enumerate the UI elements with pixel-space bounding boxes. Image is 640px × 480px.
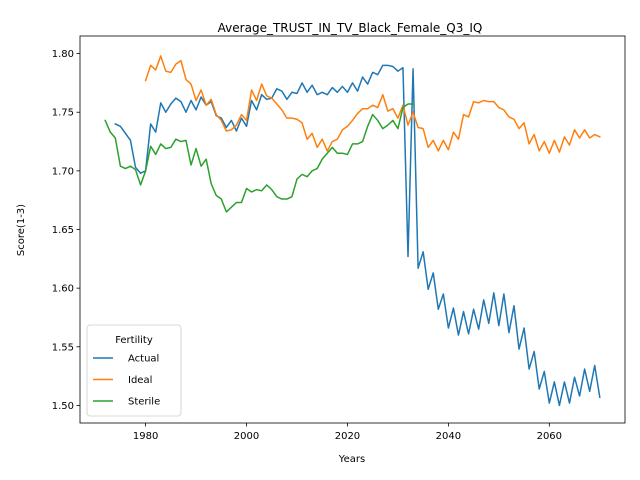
y-tick-label: 1.80 bbox=[52, 49, 74, 60]
legend-title: Fertility bbox=[115, 335, 153, 346]
y-tick-label: 1.50 bbox=[52, 401, 74, 412]
y-tick-label: 1.70 bbox=[52, 166, 74, 177]
legend-label-ideal: Ideal bbox=[128, 375, 152, 386]
x-tick-label: 2000 bbox=[234, 431, 259, 442]
x-axis-label: Years bbox=[338, 454, 365, 465]
y-tick-label: 1.55 bbox=[52, 342, 74, 353]
legend: Fertility Actual Ideal Sterile bbox=[87, 325, 181, 416]
x-tick-label: 2040 bbox=[436, 431, 461, 442]
y-axis-label: Score(1-3) bbox=[16, 204, 27, 256]
x-tick-label: 1980 bbox=[133, 431, 158, 442]
chart-title: Average_TRUST_IN_TV_Black_Female_Q3_IQ bbox=[218, 21, 483, 35]
y-tick-label: 1.75 bbox=[52, 108, 74, 119]
x-tick-label: 2020 bbox=[335, 431, 360, 442]
legend-label-actual: Actual bbox=[128, 354, 159, 365]
legend-label-sterile: Sterile bbox=[128, 397, 160, 408]
y-tick-label: 1.65 bbox=[52, 225, 74, 236]
y-tick-label: 1.60 bbox=[52, 284, 74, 295]
x-tick-label: 2060 bbox=[537, 431, 562, 442]
